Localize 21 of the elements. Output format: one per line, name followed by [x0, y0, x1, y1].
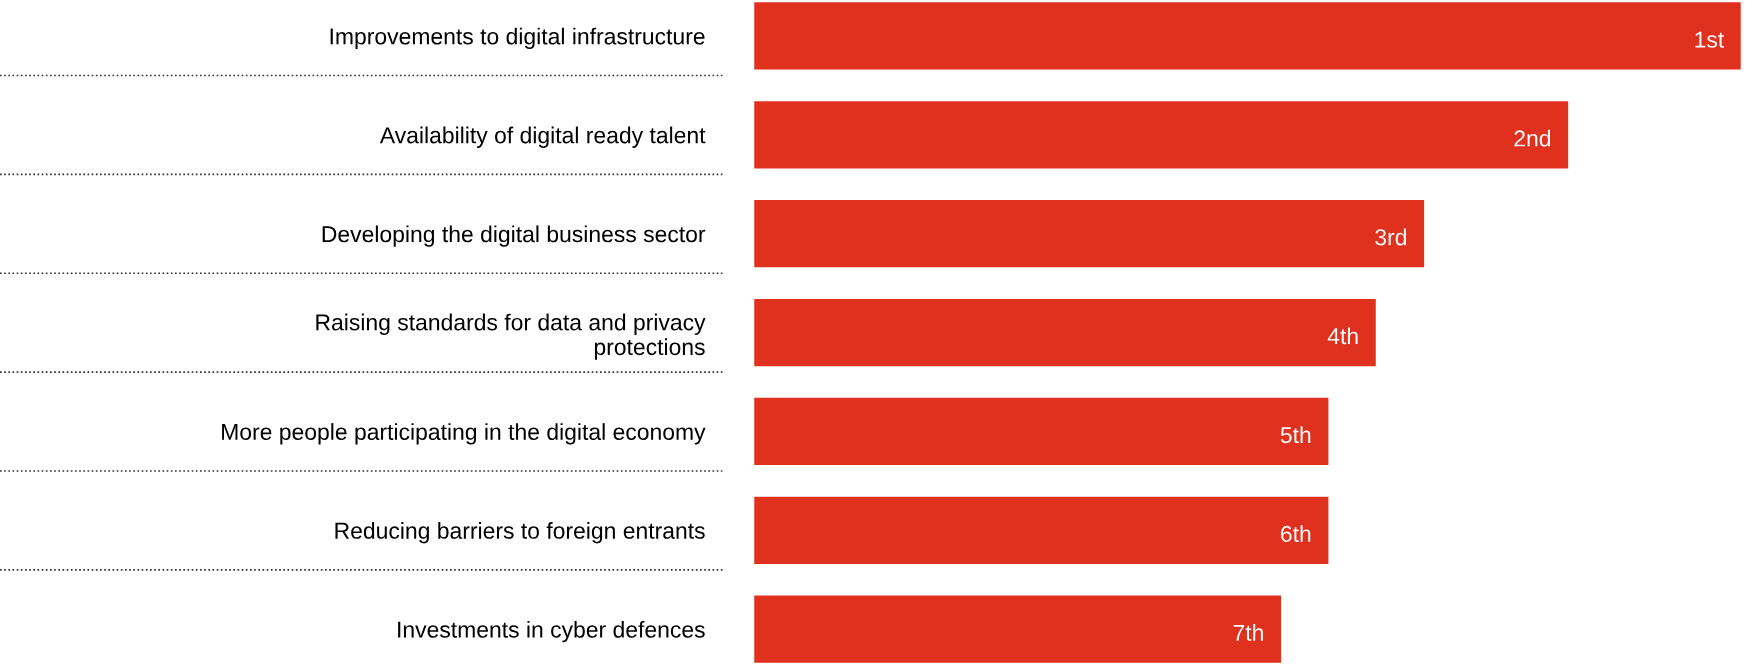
y-tick-label: Developing the digital business sector	[322, 225, 706, 247]
bar	[754, 2, 1741, 70]
y-tick-label: Reducing barriers to foreign entrants	[335, 522, 705, 544]
y-tick-label: Investments in cyber defences	[398, 620, 705, 643]
bar	[754, 101, 1569, 169]
bar	[754, 595, 1282, 663]
annotation: 2nd	[1514, 129, 1551, 147]
annotation: 4th	[1327, 327, 1358, 345]
bar	[754, 397, 1329, 466]
y-tick-label: More people participating in the digital economy	[222, 423, 706, 445]
y-tick-label: Improvements to digital infrastructure	[330, 27, 705, 50]
bar	[754, 496, 1329, 564]
y-tick-label: Raising standards for data and privacy protections	[316, 313, 706, 360]
annotation: 6th	[1281, 525, 1311, 543]
annotation: 7th	[1233, 624, 1263, 641]
annotation: 1st	[1695, 31, 1725, 48]
bar	[754, 200, 1425, 268]
annotation: 3rd	[1375, 228, 1406, 246]
y-tick-label: Availability of digital ready talent	[379, 126, 706, 148]
bar	[754, 298, 1376, 367]
annotation: 5th	[1280, 426, 1311, 444]
